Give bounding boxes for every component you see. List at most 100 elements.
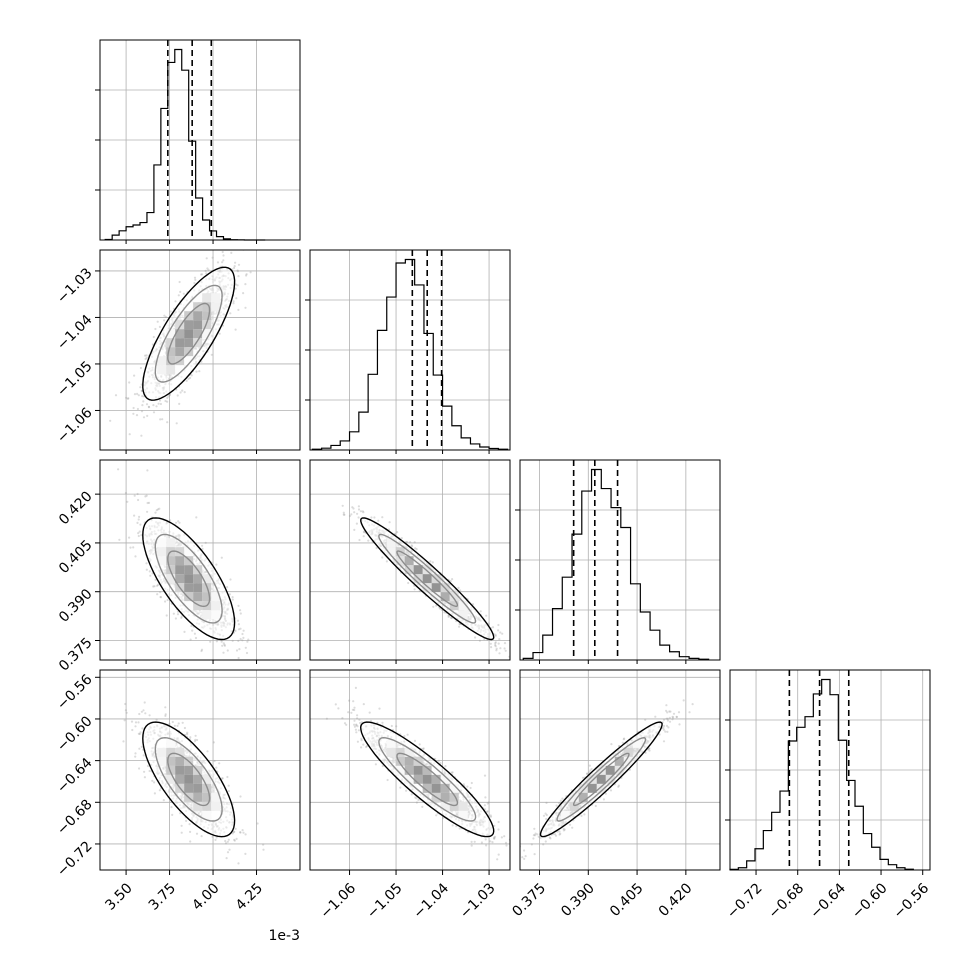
scatter-point xyxy=(231,598,234,601)
scatter-point xyxy=(556,698,558,700)
scatter-point xyxy=(231,639,234,642)
scatter-point xyxy=(114,394,118,397)
histogram-p0 xyxy=(104,48,266,241)
scatter-point xyxy=(370,516,373,519)
scatter-point xyxy=(348,514,351,518)
scatter-point xyxy=(190,624,193,628)
scatter-point xyxy=(215,640,218,643)
scatter-point xyxy=(172,612,175,615)
scatter-point xyxy=(178,402,181,405)
scatter-point xyxy=(148,769,151,773)
scatter-point xyxy=(494,644,497,647)
scatter-point xyxy=(206,267,209,270)
scatter-point xyxy=(479,610,482,613)
scatter-point xyxy=(186,731,189,734)
scatter-point xyxy=(126,397,129,400)
scatter-point xyxy=(458,623,461,626)
scatter-point xyxy=(381,516,384,519)
scatter-point xyxy=(159,402,162,406)
scatter-point xyxy=(499,631,502,634)
scatter-point xyxy=(247,674,249,676)
scatter-point xyxy=(358,538,361,542)
scatter-point xyxy=(159,591,162,594)
scatter-point xyxy=(491,626,495,629)
scatter-point xyxy=(135,414,139,417)
scatter-point xyxy=(244,306,247,309)
scatter-point xyxy=(171,813,174,817)
scatter-point xyxy=(178,521,181,524)
scatter-point xyxy=(183,630,186,634)
panel-inner xyxy=(100,250,300,450)
scatter-point xyxy=(155,718,158,721)
scatter-point xyxy=(139,523,142,526)
scatter-point xyxy=(485,614,488,617)
scatter-point xyxy=(133,393,137,396)
histogram-panel-p2 xyxy=(515,459,721,661)
scatter-point xyxy=(357,516,360,519)
scatter-point xyxy=(231,596,234,599)
scatter-point xyxy=(167,395,170,398)
scatter-point xyxy=(140,410,144,413)
scatter-point xyxy=(222,642,225,645)
contour-level-2 xyxy=(360,517,495,641)
scatter-point xyxy=(201,547,204,551)
scatter-point xyxy=(504,649,507,652)
panel-frame xyxy=(729,669,931,871)
scatter-point xyxy=(159,595,162,599)
scatter-point xyxy=(143,776,146,779)
scatter-point xyxy=(226,586,229,589)
scatter-point xyxy=(234,287,237,290)
scatter-point xyxy=(137,532,140,535)
scatter-point xyxy=(189,840,192,843)
scatter-point xyxy=(233,838,236,841)
scatter-point xyxy=(242,636,245,640)
scatter-point xyxy=(194,734,197,737)
scatter-point xyxy=(146,414,149,417)
scatter-point xyxy=(237,275,240,278)
scatter-point xyxy=(400,537,403,540)
scatter-point xyxy=(132,406,135,410)
scatter-point xyxy=(140,745,143,749)
scatter-point xyxy=(152,585,155,588)
panel-frame xyxy=(519,459,721,661)
scatter-point xyxy=(233,265,236,268)
scatter-point xyxy=(342,513,345,516)
scatter-point xyxy=(137,394,140,397)
scatter-point xyxy=(245,651,249,655)
scatter-point xyxy=(128,536,131,539)
scatter-point xyxy=(244,646,247,649)
panel-inner xyxy=(310,460,558,700)
scatter-point xyxy=(449,616,453,619)
scatter-point xyxy=(140,534,143,537)
scatter-point xyxy=(221,777,224,780)
scatter-point xyxy=(234,283,238,286)
scatter-point xyxy=(145,354,148,357)
scatter-point xyxy=(410,544,413,547)
scatter-point xyxy=(489,642,492,645)
scatter-point xyxy=(494,633,497,636)
scatter-point xyxy=(450,617,453,620)
scatter-point xyxy=(137,732,140,735)
scatter-point xyxy=(137,518,140,521)
scatter-point xyxy=(498,638,501,641)
scatter-point xyxy=(159,596,163,599)
scatter-point xyxy=(152,335,155,339)
scatter-point xyxy=(459,589,462,592)
scatter-point xyxy=(226,775,229,779)
scatter-point xyxy=(163,319,166,322)
scatter-point xyxy=(225,857,228,860)
scatter-point xyxy=(166,598,169,602)
scatter-point xyxy=(385,560,388,563)
panel-frame xyxy=(99,459,301,661)
panel-frame xyxy=(99,249,301,451)
scatter-point xyxy=(239,795,242,798)
scatter-point xyxy=(166,396,169,399)
scatter-point xyxy=(201,544,204,547)
scatter-point xyxy=(129,546,132,549)
scatter-point xyxy=(128,433,131,436)
scatter-point xyxy=(211,256,214,259)
scatter-point xyxy=(147,405,150,408)
scatter-point xyxy=(503,647,506,650)
scatter-point xyxy=(188,823,191,826)
scatter-point xyxy=(183,391,186,394)
